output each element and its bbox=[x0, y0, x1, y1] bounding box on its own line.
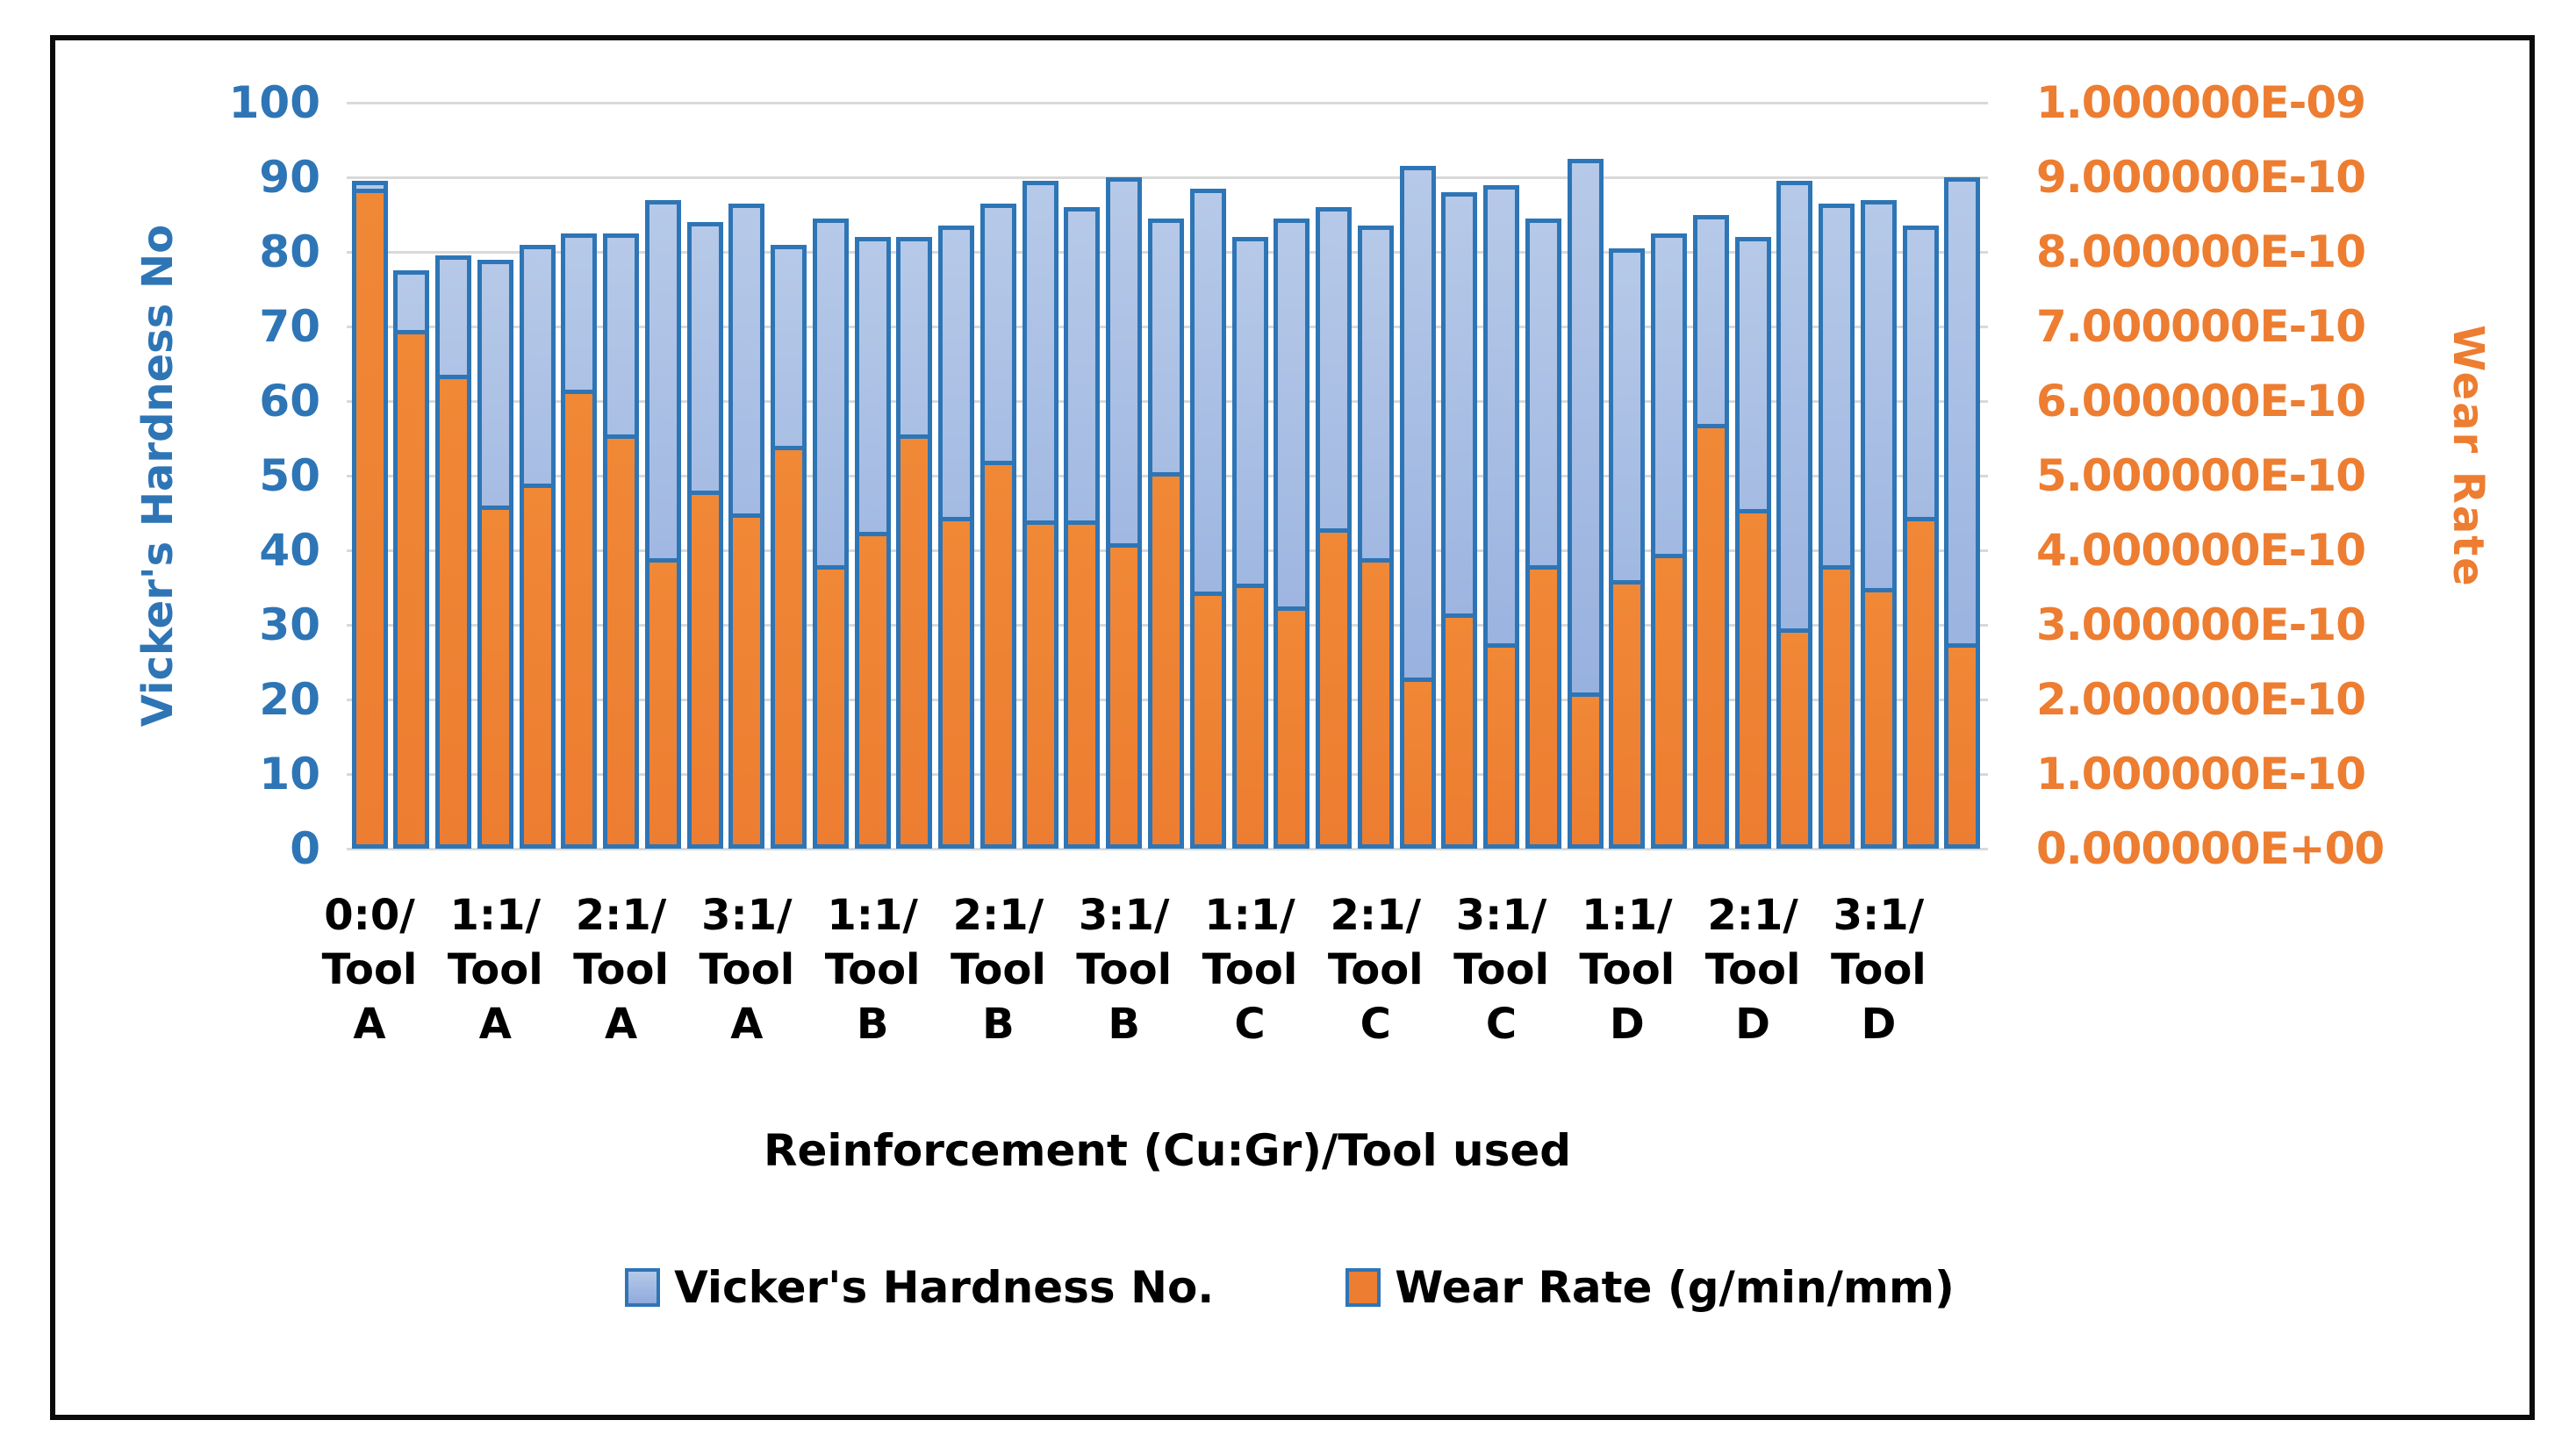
bar-wear bbox=[938, 516, 975, 849]
gridline bbox=[347, 176, 1988, 179]
bar-wear bbox=[1944, 643, 1981, 849]
legend-label-wear: Wear Rate (g/min/mm) bbox=[1395, 1262, 1955, 1313]
bar-wear bbox=[686, 491, 723, 849]
bar-wear bbox=[812, 565, 849, 849]
category-tick-label: 1:1/Tool B bbox=[824, 891, 921, 1049]
category-tick-label: 2:1/Tool C bbox=[1327, 891, 1424, 1049]
bar-wear bbox=[1022, 520, 1058, 849]
bar-wear bbox=[1316, 527, 1352, 849]
category-tick-label: 0:0/Tool A bbox=[321, 891, 418, 1049]
bar-wear bbox=[1399, 677, 1436, 849]
category-tick-label: 3:1/Tool A bbox=[699, 891, 795, 1049]
category-tick-label: 3:1/Tool C bbox=[1453, 891, 1549, 1049]
category-tick-label: 2:1/Tool B bbox=[951, 891, 1046, 1049]
bar-wear bbox=[519, 483, 556, 849]
right-axis-tick-label: 1.000000E-09 bbox=[2036, 77, 2366, 128]
left-axis-tick-label: 20 bbox=[259, 674, 320, 725]
bar-wear bbox=[1902, 516, 1939, 849]
bar-wear bbox=[393, 330, 430, 849]
bar-wear bbox=[979, 461, 1016, 849]
category-tick-label: 3:1/Tool B bbox=[1076, 891, 1173, 1049]
category-tick-label: 3:1/Tool D bbox=[1830, 891, 1927, 1049]
bar-wear bbox=[1064, 520, 1101, 849]
bar-wear bbox=[603, 434, 640, 849]
bar-wear bbox=[644, 557, 681, 849]
hardness-swatch-icon bbox=[625, 1268, 661, 1307]
left-axis-tick-label: 10 bbox=[259, 749, 320, 800]
bar-wear bbox=[1483, 643, 1519, 849]
bar-wear bbox=[896, 434, 933, 849]
bar-wear bbox=[1567, 692, 1604, 849]
bar-wear bbox=[1357, 557, 1394, 849]
category-tick-label: 2:1/Tool D bbox=[1704, 891, 1801, 1049]
right-axis-tick-label: 4.000000E-10 bbox=[2036, 525, 2366, 576]
right-axis-tick-label: 6.000000E-10 bbox=[2036, 376, 2366, 427]
x-axis-title: Reinforcement (Cu:Gr)/Tool used bbox=[763, 1125, 1572, 1176]
right-axis-tick-label: 9.000000E-10 bbox=[2036, 152, 2366, 203]
right-axis-tick-label: 5.000000E-10 bbox=[2036, 450, 2366, 501]
left-axis-tick-label: 70 bbox=[259, 301, 320, 352]
right-axis-tick-label: 0.000000E+00 bbox=[2036, 823, 2385, 874]
bar-wear bbox=[477, 506, 513, 849]
bar-wear bbox=[435, 375, 471, 849]
bar-wear bbox=[1734, 509, 1771, 849]
left-axis-tick-label: 100 bbox=[228, 77, 320, 128]
bar-wear bbox=[1441, 613, 1478, 849]
right-axis-tick-label: 8.000000E-10 bbox=[2036, 226, 2366, 277]
bar-wear bbox=[1819, 565, 1855, 849]
bar-wear bbox=[1609, 580, 1646, 849]
left-axis-tick-label: 90 bbox=[259, 152, 320, 203]
bar-wear bbox=[854, 531, 891, 849]
bar-wear bbox=[1231, 584, 1268, 849]
right-axis-tick-label: 3.000000E-10 bbox=[2036, 599, 2366, 650]
left-axis-tick-label: 50 bbox=[259, 450, 320, 501]
left-axis-title: Vicker's Hardness No bbox=[133, 224, 183, 728]
bar-wear bbox=[1147, 471, 1184, 849]
bar-wear bbox=[1525, 565, 1561, 849]
category-tick-label: 2:1/Tool A bbox=[573, 891, 669, 1049]
bar-wear bbox=[1189, 591, 1226, 849]
left-axis-tick-label: 60 bbox=[259, 376, 320, 427]
right-axis-tick-label: 7.000000E-10 bbox=[2036, 301, 2366, 352]
right-axis-tick-label: 2.000000E-10 bbox=[2036, 674, 2366, 725]
category-tick-label: 1:1/Tool A bbox=[447, 891, 543, 1049]
legend-item-wear: Wear Rate (g/min/mm) bbox=[1345, 1262, 1955, 1313]
bar-wear bbox=[1860, 587, 1897, 849]
bar-wear bbox=[771, 446, 807, 849]
legend: Vicker's Hardness No. Wear Rate (g/min/m… bbox=[55, 1262, 2524, 1313]
category-tick-label: 1:1/Tool D bbox=[1579, 891, 1675, 1049]
bar-wear bbox=[561, 390, 598, 849]
right-axis-title: Wear Rate bbox=[2443, 325, 2493, 588]
gridline bbox=[347, 847, 1988, 850]
category-tick-label: 1:1/Tool C bbox=[1202, 891, 1298, 1049]
left-axis-tick-label: 80 bbox=[259, 226, 320, 277]
bar-wear bbox=[728, 513, 765, 849]
left-axis-tick-label: 40 bbox=[259, 525, 320, 576]
bar-wear bbox=[1106, 542, 1143, 849]
left-axis-tick-label: 0 bbox=[290, 823, 320, 874]
bar-wear bbox=[1692, 423, 1729, 849]
wear-swatch-icon bbox=[1345, 1268, 1381, 1307]
bar-wear bbox=[351, 188, 388, 849]
left-axis-tick-label: 30 bbox=[259, 599, 320, 650]
gridline bbox=[347, 101, 1988, 104]
legend-item-hardness: Vicker's Hardness No. bbox=[625, 1262, 1214, 1313]
right-axis-tick-label: 1.000000E-10 bbox=[2036, 749, 2366, 800]
legend-label-hardness: Vicker's Hardness No. bbox=[674, 1262, 1215, 1313]
plot-area bbox=[347, 101, 1988, 850]
bar-wear bbox=[1274, 606, 1310, 849]
bar-wear bbox=[1776, 628, 1813, 849]
bar-wear bbox=[1651, 554, 1688, 849]
